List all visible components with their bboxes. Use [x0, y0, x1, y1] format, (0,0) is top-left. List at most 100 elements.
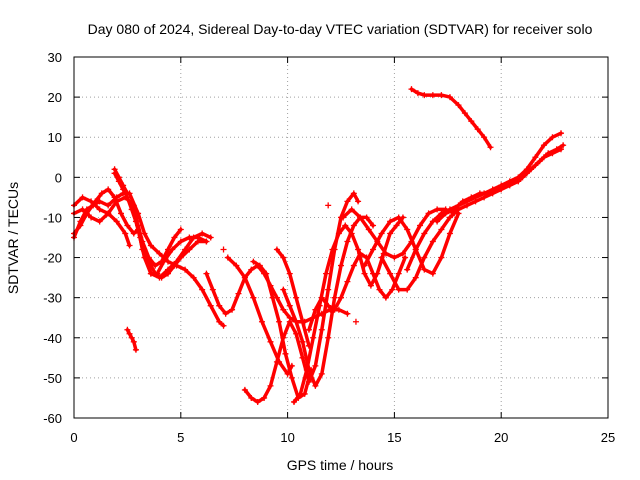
- data-point: [207, 302, 214, 309]
- data-point: [288, 374, 295, 381]
- data-point: [391, 254, 398, 261]
- data-point: [158, 274, 165, 281]
- series-arc-07: [124, 326, 139, 353]
- data-point: [158, 258, 165, 265]
- data-point: [297, 390, 304, 397]
- data-point: [115, 174, 122, 181]
- data-point: [438, 92, 445, 99]
- data-point: [269, 294, 276, 301]
- data-point: [434, 218, 441, 225]
- data-point: [171, 234, 178, 241]
- grid: [74, 57, 608, 418]
- data-point: [519, 174, 526, 181]
- data-point: [331, 306, 338, 313]
- data-point: [273, 246, 280, 253]
- data-point: [164, 270, 171, 277]
- data-point: [446, 230, 453, 237]
- data-point: [248, 394, 255, 401]
- data-point: [412, 274, 419, 281]
- data-point: [404, 226, 411, 233]
- data-point: [88, 198, 95, 205]
- y-tick-label: 30: [48, 50, 62, 65]
- data-point: [323, 270, 330, 277]
- x-tick-label: 20: [494, 430, 508, 445]
- data-point: [312, 382, 319, 389]
- data-point: [267, 338, 274, 345]
- data-point: [152, 270, 159, 277]
- data-point: [481, 134, 488, 141]
- series-line: [275, 247, 311, 348]
- data-point: [370, 270, 377, 277]
- data-point: [286, 302, 293, 309]
- data-point: [395, 286, 402, 293]
- data-point: [135, 210, 142, 217]
- data-point: [402, 254, 409, 261]
- data-point: [387, 270, 394, 277]
- data-point: [207, 234, 214, 241]
- data-point: [487, 144, 494, 151]
- data-point: [348, 230, 355, 237]
- data-point: [156, 250, 163, 257]
- data-point: [344, 238, 351, 245]
- series-arc-04: [71, 194, 133, 249]
- data-point: [532, 154, 539, 161]
- data-point: [263, 270, 270, 277]
- x-tick-label: 25: [601, 430, 615, 445]
- data-point: [96, 218, 103, 225]
- data-point: [203, 238, 210, 245]
- data-point: [130, 338, 137, 345]
- series-arc-15: [273, 246, 312, 349]
- data-point: [299, 338, 306, 345]
- x-tick-label: 10: [280, 430, 294, 445]
- data-point: [387, 230, 394, 237]
- series-line: [112, 167, 130, 196]
- data-point: [186, 246, 193, 253]
- data-point: [446, 94, 453, 101]
- data-point: [421, 92, 428, 99]
- data-point: [96, 206, 103, 213]
- data-point: [493, 186, 500, 193]
- data-point: [171, 262, 178, 269]
- data-point: [235, 290, 242, 297]
- data-point: [256, 262, 263, 269]
- data-point: [312, 362, 319, 369]
- data-point: [325, 202, 332, 209]
- data-point: [250, 258, 257, 265]
- data-point: [135, 222, 142, 229]
- data-point: [325, 302, 332, 309]
- data-point: [113, 218, 120, 225]
- data-point: [395, 270, 402, 277]
- data-point: [348, 206, 355, 213]
- data-point: [139, 238, 146, 245]
- y-tick-label: 10: [48, 130, 62, 145]
- data-point: [216, 302, 223, 309]
- data-point: [79, 194, 86, 201]
- data-point: [393, 222, 400, 229]
- data-point: [399, 250, 406, 257]
- data-point: [126, 330, 133, 337]
- data-point: [382, 294, 389, 301]
- data-point: [282, 350, 289, 357]
- data-point: [357, 214, 364, 221]
- data-point: [88, 214, 95, 221]
- data-point: [305, 342, 312, 349]
- data-point: [177, 254, 184, 261]
- data-point: [446, 214, 453, 221]
- data-point: [338, 262, 344, 269]
- series-arc-22: [408, 86, 494, 151]
- data-point: [132, 218, 139, 225]
- data-point: [216, 318, 223, 325]
- series-line: [72, 195, 132, 248]
- y-tick-label: -30: [43, 291, 62, 306]
- data-point: [378, 254, 385, 261]
- data-point: [350, 190, 357, 197]
- data-point: [502, 182, 509, 189]
- data-point: [370, 246, 377, 253]
- y-tick-label: -10: [43, 210, 62, 225]
- series-line: [136, 223, 183, 268]
- data-point: [293, 294, 300, 301]
- data-point: [421, 266, 428, 273]
- y-tick-label: -60: [43, 411, 62, 426]
- data-point: [361, 270, 368, 277]
- data-point: [395, 214, 402, 221]
